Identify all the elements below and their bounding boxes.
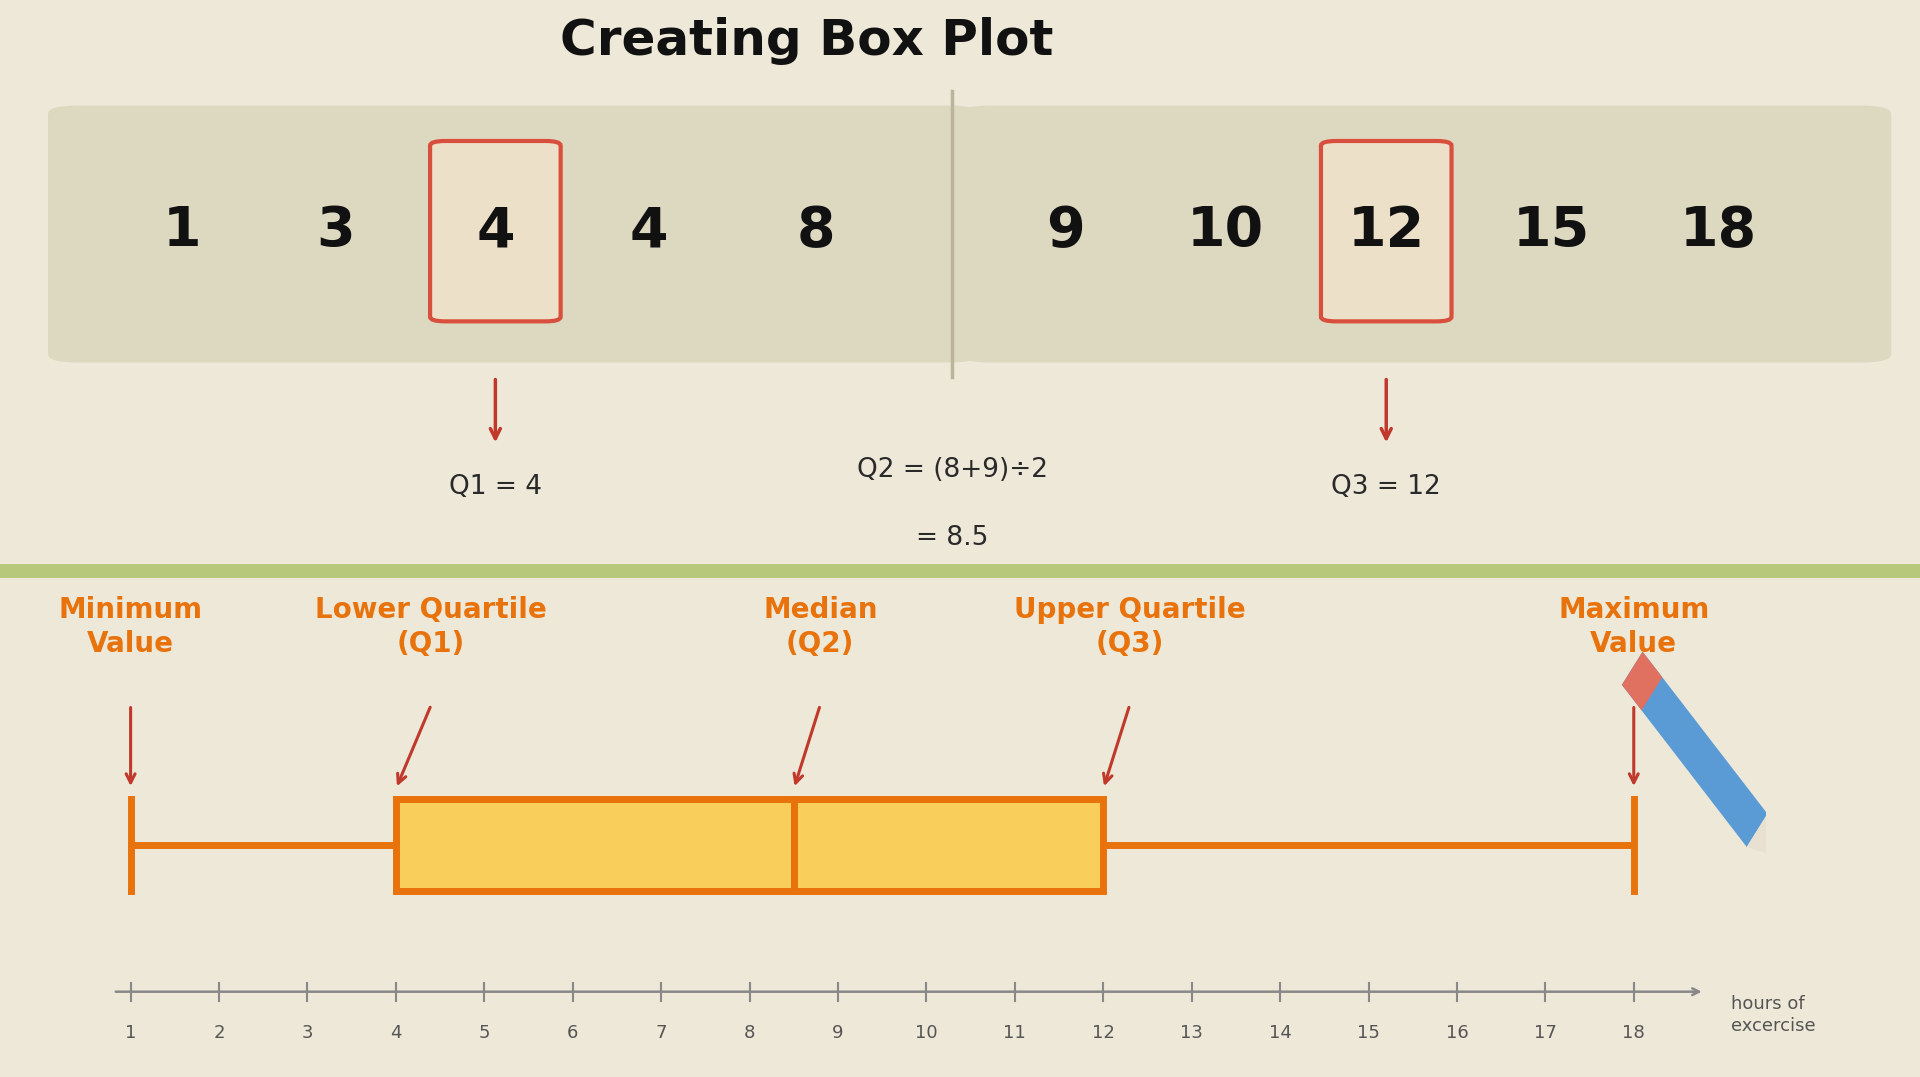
Text: Q1 = 4: Q1 = 4 xyxy=(449,474,541,500)
Text: 13: 13 xyxy=(1181,1023,1204,1041)
Text: Q3 = 12: Q3 = 12 xyxy=(1331,474,1442,500)
Text: 4: 4 xyxy=(390,1023,401,1041)
Polygon shape xyxy=(1622,652,1768,847)
Text: 1: 1 xyxy=(125,1023,136,1041)
Text: Upper Quartile
(Q3): Upper Quartile (Q3) xyxy=(1014,597,1246,658)
FancyBboxPatch shape xyxy=(960,106,1891,363)
Text: 18: 18 xyxy=(1680,205,1757,258)
FancyBboxPatch shape xyxy=(48,106,979,363)
Text: 17: 17 xyxy=(1534,1023,1557,1041)
Text: Median
(Q2): Median (Q2) xyxy=(762,597,877,658)
Text: Creating Box Plot: Creating Box Plot xyxy=(561,17,1052,65)
Text: Q2 = (8+9)÷2: Q2 = (8+9)÷2 xyxy=(856,457,1048,482)
Text: 1: 1 xyxy=(163,205,202,258)
Text: 4: 4 xyxy=(630,205,668,258)
Text: 2: 2 xyxy=(213,1023,225,1041)
Polygon shape xyxy=(1747,814,1776,856)
Text: 7: 7 xyxy=(655,1023,666,1041)
Text: 15: 15 xyxy=(1357,1023,1380,1041)
Text: 12: 12 xyxy=(1348,205,1425,258)
Text: hours of
excercise: hours of excercise xyxy=(1732,994,1816,1035)
Text: 3: 3 xyxy=(317,205,355,258)
Text: 8: 8 xyxy=(797,205,835,258)
Text: 6: 6 xyxy=(566,1023,578,1041)
Text: 10: 10 xyxy=(1187,205,1263,258)
Text: = 8.5: = 8.5 xyxy=(916,526,989,551)
Text: 12: 12 xyxy=(1092,1023,1116,1041)
Text: Minimum
Value: Minimum Value xyxy=(58,597,204,658)
Text: 8: 8 xyxy=(743,1023,755,1041)
Text: 15: 15 xyxy=(1513,205,1590,258)
Text: 18: 18 xyxy=(1622,1023,1645,1041)
FancyBboxPatch shape xyxy=(1321,141,1452,321)
Text: 11: 11 xyxy=(1004,1023,1025,1041)
Text: 16: 16 xyxy=(1446,1023,1469,1041)
Text: 10: 10 xyxy=(916,1023,937,1041)
Bar xyxy=(396,799,1104,891)
Text: 4: 4 xyxy=(476,205,515,258)
Text: Maximum
Value: Maximum Value xyxy=(1559,597,1709,658)
Polygon shape xyxy=(1622,652,1663,711)
Text: 9: 9 xyxy=(831,1023,843,1041)
FancyBboxPatch shape xyxy=(430,141,561,321)
Text: Lower Quartile
(Q1): Lower Quartile (Q1) xyxy=(315,597,547,658)
Text: 9: 9 xyxy=(1046,205,1085,258)
Text: 14: 14 xyxy=(1269,1023,1292,1041)
Text: 3: 3 xyxy=(301,1023,313,1041)
Text: 5: 5 xyxy=(478,1023,490,1041)
